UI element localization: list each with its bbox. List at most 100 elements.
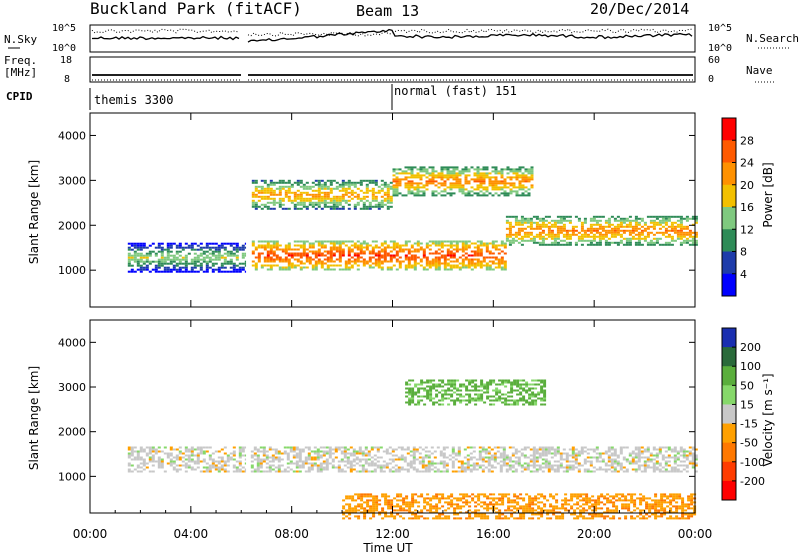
heatmap-cell	[398, 250, 402, 253]
heatmap-cell	[314, 201, 318, 204]
heatmap-cell	[331, 464, 335, 467]
heatmap-cell	[486, 397, 490, 400]
heatmap-cell	[372, 501, 376, 504]
heatmap-cell	[256, 466, 260, 469]
heatmap-cell	[588, 517, 592, 520]
heatmap-cell	[187, 448, 191, 451]
heatmap-cell	[220, 254, 224, 257]
heatmap-cell	[296, 201, 300, 204]
heatmap-cell	[367, 462, 371, 465]
heatmap-cell	[447, 497, 451, 500]
heatmap-cell	[251, 252, 255, 255]
heatmap-cell	[451, 460, 455, 463]
heatmap-cell	[266, 205, 270, 208]
heatmap-cell	[595, 446, 599, 449]
heatmap-cell	[178, 266, 182, 269]
heatmap-cell	[148, 460, 152, 463]
heatmap-cell	[562, 229, 566, 232]
heatmap-cell	[541, 458, 545, 461]
heatmap-cell	[477, 393, 481, 396]
heatmap-cell	[392, 246, 396, 249]
heatmap-cell	[661, 454, 665, 457]
heatmap-cell	[290, 262, 294, 265]
heatmap-cell	[456, 389, 460, 392]
heatmap-cell	[514, 456, 518, 459]
heatmap-cell	[457, 466, 461, 469]
heatmap-cell	[471, 397, 475, 400]
heatmap-cell	[229, 452, 233, 455]
heatmap-cell	[232, 446, 236, 449]
heatmap-cell	[199, 264, 203, 267]
colorbar-swatch	[722, 118, 736, 141]
heatmap-cell	[473, 258, 477, 261]
heatmap-cell	[160, 250, 164, 253]
heatmap-cell	[426, 395, 430, 398]
heatmap-cell	[395, 176, 399, 179]
heatmap-cell	[441, 517, 445, 520]
heatmap-cell	[615, 509, 619, 512]
heatmap-cell	[363, 507, 367, 510]
heatmap-cell	[235, 248, 239, 251]
heatmap-cell	[151, 260, 155, 263]
heatmap-cell	[320, 254, 324, 257]
heatmap-cell	[449, 244, 453, 247]
heatmap-cell	[494, 266, 498, 269]
heatmap-cell	[538, 223, 542, 226]
heatmap-cell	[442, 452, 446, 455]
heatmap-cell	[395, 252, 399, 255]
heatmap-cell	[272, 207, 276, 210]
heatmap-cell	[296, 258, 300, 261]
heatmap-cell	[498, 399, 502, 402]
heatmap-cell	[526, 468, 530, 471]
heatmap-cell	[517, 221, 521, 224]
heatmap-cell	[256, 468, 260, 471]
heatmap-cell	[157, 258, 161, 261]
heatmap-cell	[610, 464, 614, 467]
heatmap-cell	[302, 185, 306, 188]
heatmap-cell	[332, 197, 336, 200]
heatmap-cell	[528, 395, 532, 398]
heatmap-cell	[468, 395, 472, 398]
heatmap-cell	[470, 264, 474, 267]
heatmap-cell	[392, 264, 396, 267]
heatmap-cell	[520, 215, 524, 218]
heatmap-cell	[538, 227, 542, 230]
heatmap-cell	[211, 460, 215, 463]
heatmap-cell	[455, 182, 459, 185]
heatmap-cell	[314, 262, 318, 265]
heatmap-cell	[311, 197, 315, 200]
heatmap-cell	[395, 186, 399, 189]
heatmap-cell	[467, 192, 471, 195]
heatmap-cell	[275, 254, 279, 257]
heatmap-cell	[465, 385, 469, 388]
heatmap-cell	[342, 511, 346, 514]
heatmap-cell	[299, 191, 303, 194]
heatmap-cell	[157, 464, 161, 467]
heatmap-cell	[459, 497, 463, 500]
heatmap-cell	[622, 456, 626, 459]
heatmap-cell	[313, 452, 317, 455]
heatmap-cell	[529, 223, 533, 226]
heatmap-cell	[184, 464, 188, 467]
heatmap-cell	[634, 219, 638, 222]
heatmap-cell	[151, 450, 155, 453]
heatmap-cell	[601, 227, 605, 230]
heatmap-cell	[413, 254, 417, 257]
heatmap-cell	[598, 454, 602, 457]
heatmap-cell	[637, 223, 641, 226]
heatmap-cell	[535, 460, 539, 463]
heatmap-cell	[534, 379, 538, 382]
heatmap-cell	[265, 470, 269, 473]
heatmap-cell	[543, 383, 547, 386]
heatmap-cell	[552, 511, 556, 514]
heatmap-cell	[392, 254, 396, 257]
heatmap-cell	[495, 387, 499, 390]
heatmap-cell	[679, 243, 683, 246]
heatmap-cell	[412, 466, 416, 469]
heatmap-cell	[344, 191, 348, 194]
heatmap-cell	[538, 217, 542, 220]
heatmap-cell	[295, 454, 299, 457]
heatmap-cell	[490, 456, 494, 459]
heatmap-cell	[434, 258, 438, 261]
heatmap-cell	[531, 387, 535, 390]
